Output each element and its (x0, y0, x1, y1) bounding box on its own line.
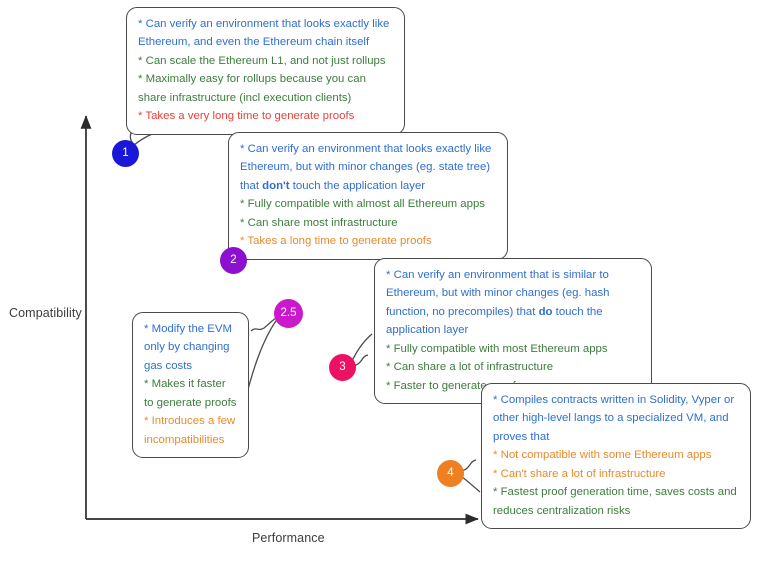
bubble1-line-3: * Maximally easy for rollups because you… (138, 73, 366, 104)
bubble3-line-1-bold: do (538, 305, 553, 318)
bubble3-line-1-part-b: touch the application layer (386, 305, 603, 337)
bubble25-line-3: * Introduces a few incompatibilities (144, 415, 236, 446)
bubble1-line-4: * Takes a very long time to generate pro… (138, 110, 355, 123)
bubble25-line-1: * Modify the EVM only by changing gas co… (144, 323, 232, 372)
marker-2[interactable]: 2 (220, 247, 247, 274)
marker-1[interactable]: 1 (112, 140, 139, 167)
x-axis-label: Performance (252, 531, 325, 545)
bubble3-line-1-part-a: * Can verify an environment that is simi… (386, 269, 610, 318)
bubble3-line-3: * Can share a lot of infrastructure (386, 361, 554, 374)
connector-bubble25-to-marker25 (250, 317, 277, 332)
bubble-type-4: * Compiles contracts written in Solidity… (481, 383, 751, 530)
bubble4-line-4: * Fastest proof generation time, saves c… (493, 486, 737, 517)
bubble2-line-4: * Takes a long time to generate proofs (240, 235, 432, 248)
bubble2-line-1-part-b: touch the application layer (289, 179, 426, 192)
bubble2-line-3: * Can share most infrastructure (240, 216, 398, 229)
marker-2-5[interactable]: 2.5 (274, 299, 303, 328)
bubble2-line-2: * Fully compatible with almost all Ether… (240, 198, 486, 211)
connector-bubble25-line (243, 317, 279, 406)
bubble4-line-2: * Not compatible with some Ethereum apps (493, 449, 712, 462)
bubble-type-3: * Can verify an environment that is simi… (374, 258, 652, 405)
bubble25-line-2: * Makes it faster to generate proofs (144, 378, 237, 409)
marker-4[interactable]: 4 (437, 460, 464, 487)
bubble1-line-1: * Can verify an environment that looks e… (138, 18, 390, 49)
bubble3-line-2: * Fully compatible with most Ethereum ap… (386, 342, 608, 355)
bubble-type-1: * Can verify an environment that looks e… (126, 7, 405, 135)
bubble-type-2: * Can verify an environment that looks e… (228, 132, 508, 260)
bubble4-line-1: * Compiles contracts written in Solidity… (493, 394, 735, 443)
bubble1-line-2: * Can scale the Ethereum L1, and not jus… (138, 54, 386, 67)
marker-3[interactable]: 3 (329, 354, 356, 381)
y-axis-label: Compatibility (9, 306, 82, 320)
bubble4-line-3: * Can't share a lot of infrastructure (493, 467, 666, 480)
bubble-type-2-5: * Modify the EVM only by changing gas co… (132, 312, 249, 459)
bubble3-line-1: * Can verify an environment that is simi… (386, 266, 641, 340)
bubble2-line-1: * Can verify an environment that looks e… (240, 140, 497, 195)
bubble2-line-1-bold: don't (262, 179, 290, 192)
bubble2-line-1-part-a: * Can verify an environment that looks e… (240, 143, 492, 192)
